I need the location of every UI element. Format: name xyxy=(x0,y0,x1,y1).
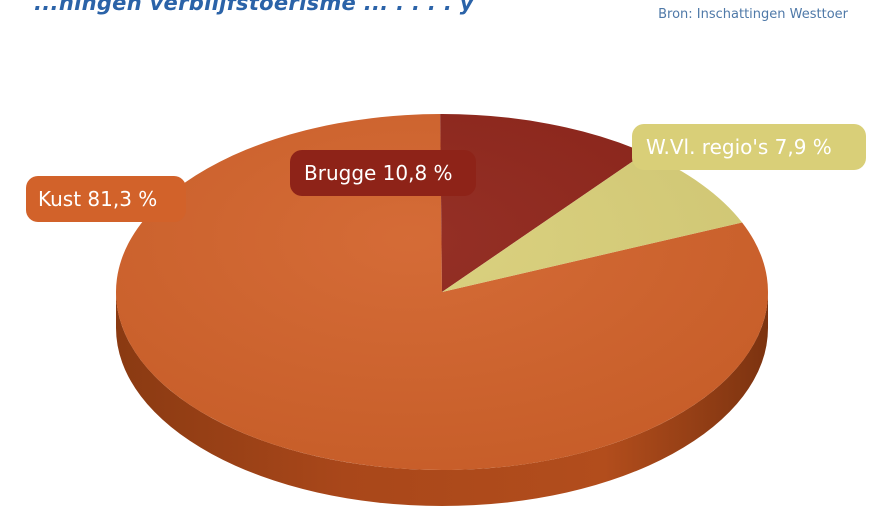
label-brugge: Brugge 10,8 % xyxy=(290,150,476,196)
pie-layer xyxy=(116,114,769,506)
label-brugge-text: Brugge 10,8 % xyxy=(304,161,453,185)
label-wvl-regios: W.Vl. regio's 7,9 % xyxy=(632,124,866,170)
pie-side-wall xyxy=(116,292,768,506)
chart-title-fragment: ...ningen verblijfstoerisme ... . . . . … xyxy=(34,0,474,15)
label-wvl-regios-tab xyxy=(632,124,866,170)
label-kust-text: Kust 81,3 % xyxy=(38,187,157,211)
label-wvl-regios-text: W.Vl. regio's 7,9 % xyxy=(646,135,832,159)
label-layer: Kust 81,3 % Brugge 10,8 % W.Vl. regio's 7,… xyxy=(26,124,866,222)
pie-top-shade xyxy=(116,114,768,470)
label-kust: Kust 81,3 % xyxy=(26,176,186,222)
label-brugge-tab xyxy=(290,150,476,196)
source-note: Bron: Inschattingen Westtoer xyxy=(658,7,848,22)
label-kust-tab xyxy=(26,176,186,222)
